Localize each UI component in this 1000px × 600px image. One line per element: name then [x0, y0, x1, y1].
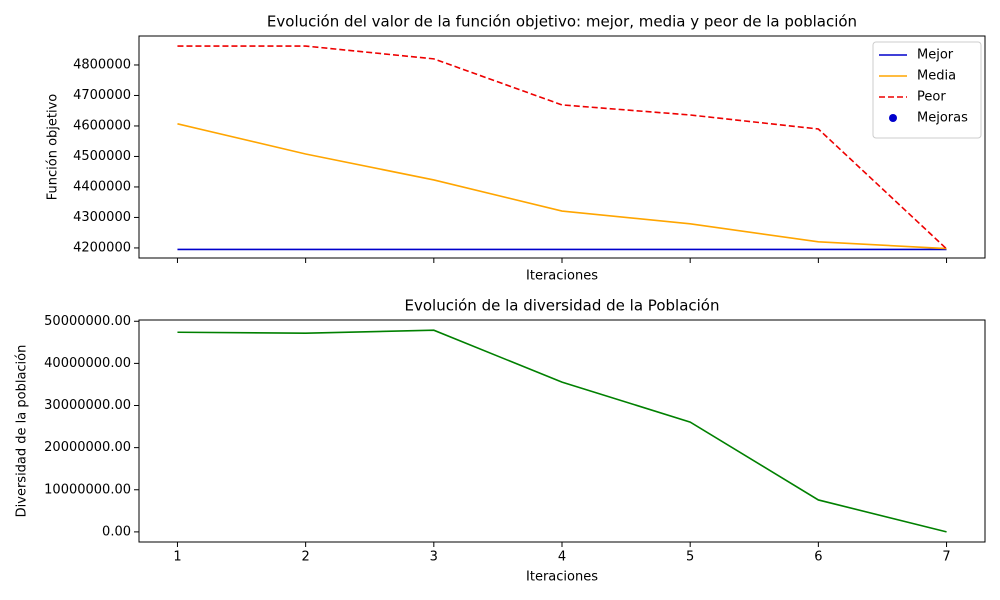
chart-title: Evolución del valor de la función objeti… [267, 13, 857, 31]
y-tick-label: 30000000.00 [44, 398, 131, 413]
y-tick-label: 4700000 [73, 88, 131, 103]
x-tick-label: 4 [558, 550, 566, 565]
legend-box [872, 41, 982, 139]
y-tick-label: 4800000 [73, 57, 131, 72]
y-tick-label: 4600000 [73, 118, 131, 133]
legend-label: Mejor [917, 48, 954, 63]
y-tick-label: 10000000.00 [44, 482, 131, 497]
y-tick-label: 50000000.00 [44, 314, 131, 329]
x-tick-label: 5 [686, 550, 694, 565]
legend-label: Mejoras [917, 111, 968, 126]
y-tick-label: 4500000 [73, 149, 131, 164]
series-line [177, 329, 947, 533]
chart-title: Evolución de la diversidad de la Poblaci… [405, 297, 720, 315]
y-axis-label: Función objetivo [46, 94, 61, 201]
y-tick-label: 40000000.00 [44, 356, 131, 371]
y-tick-label: 4200000 [73, 240, 131, 255]
x-tick-label: 1 [173, 550, 181, 565]
y-axis-label: Diversidad de la población [15, 345, 30, 518]
x-axis-label: Iteraciones [526, 570, 598, 585]
legend-label: Media [917, 69, 956, 84]
x-tick-label: 6 [814, 550, 822, 565]
legend-label: Peor [917, 90, 946, 105]
x-tick-label: 3 [430, 550, 438, 565]
y-tick-label: 0.00 [102, 524, 131, 539]
y-tick-label: 4300000 [73, 210, 131, 225]
x-tick-label: 2 [301, 550, 309, 565]
y-tick-label: 20000000.00 [44, 440, 131, 455]
series-line [177, 45, 948, 250]
legend-swatch [889, 114, 897, 122]
y-tick-label: 4400000 [73, 179, 131, 194]
axes-frame [138, 319, 986, 543]
x-tick-label: 7 [942, 550, 950, 565]
x-axis-label: Iteraciones [526, 269, 598, 284]
series-line [177, 123, 947, 250]
axes-frame [138, 35, 986, 259]
